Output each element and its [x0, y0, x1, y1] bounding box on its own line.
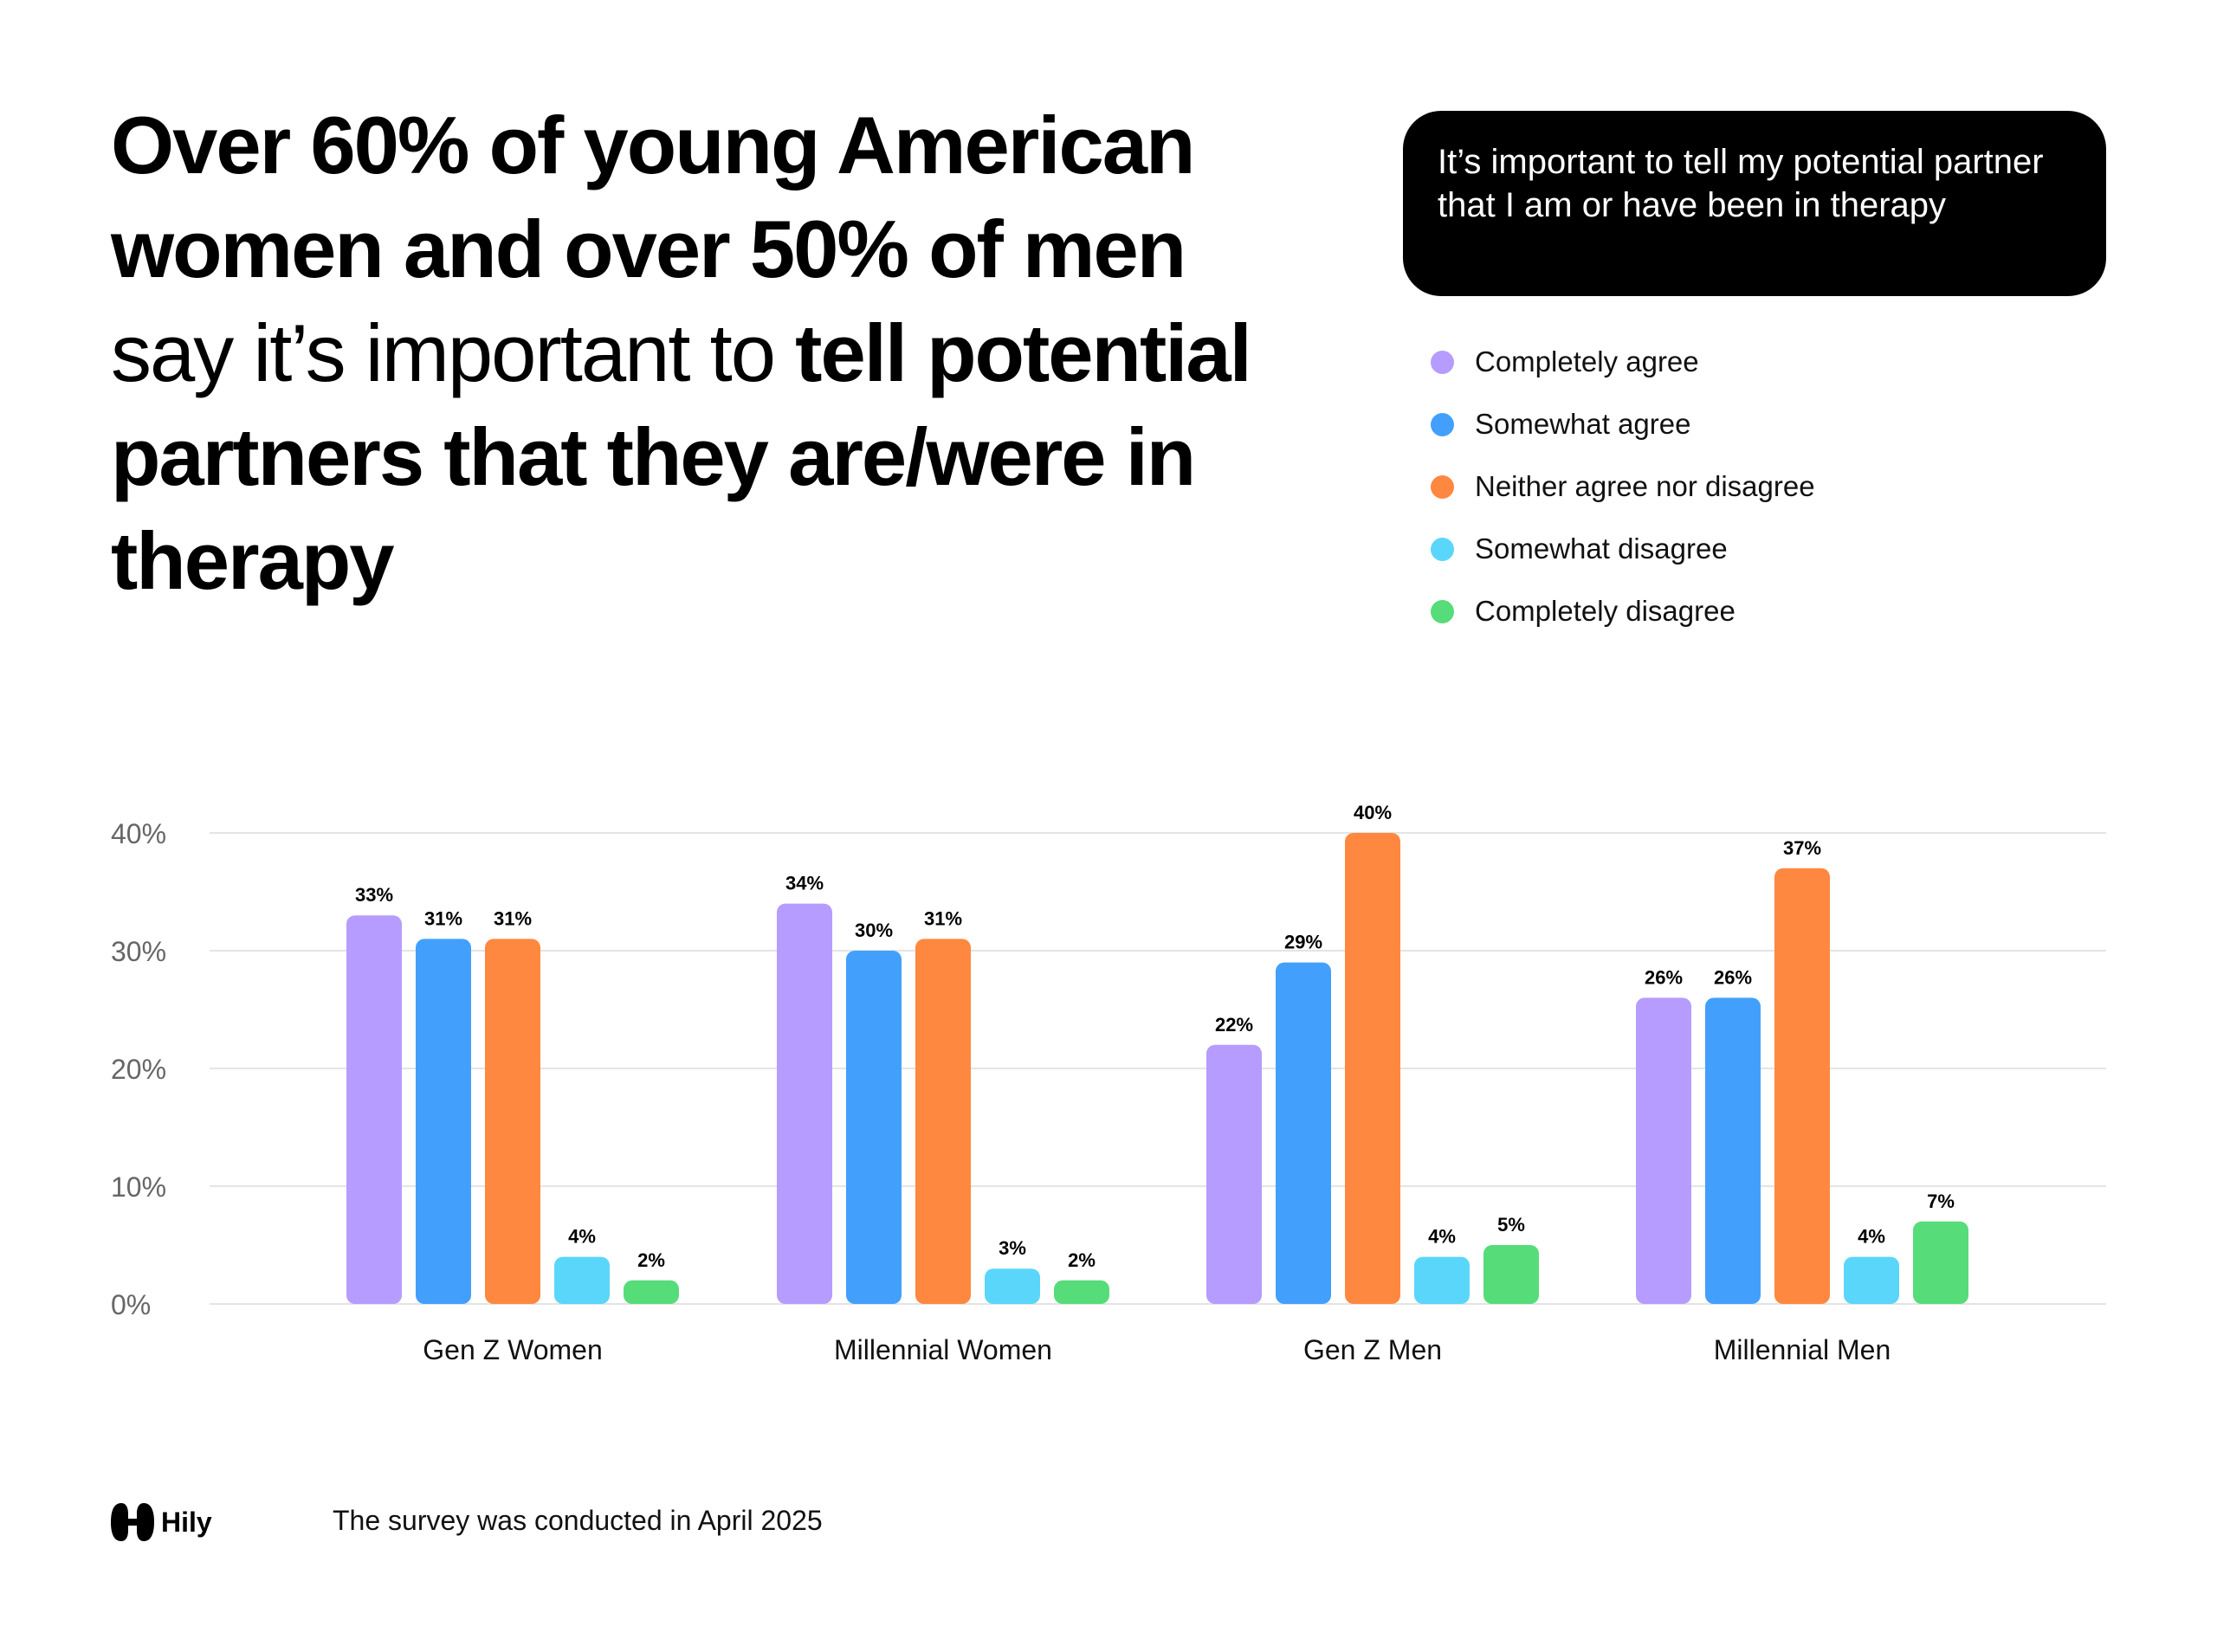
data-label: 3%	[999, 1237, 1026, 1259]
headline-regular-part: say it’s important to	[111, 307, 796, 398]
bar	[915, 939, 971, 1304]
y-tick-label: 20%	[111, 1054, 166, 1085]
legend-label: Completely disagree	[1475, 595, 1735, 627]
data-label: 37%	[1783, 837, 1821, 859]
bar	[1414, 1256, 1470, 1304]
data-label: 4%	[1858, 1226, 1885, 1248]
y-tick-label: 10%	[111, 1171, 166, 1203]
legend-swatch	[1431, 474, 1454, 499]
bar	[1636, 997, 1691, 1304]
bar	[346, 915, 402, 1304]
data-label: 34%	[785, 873, 824, 894]
legend-swatch	[1431, 412, 1454, 436]
data-label: 2%	[637, 1249, 665, 1271]
legend-swatch	[1431, 537, 1454, 561]
legend-label: Completely agree	[1475, 345, 1699, 378]
bar	[1483, 1245, 1539, 1304]
data-label: 40%	[1354, 802, 1392, 823]
bar	[416, 939, 471, 1304]
bar	[1913, 1221, 1968, 1304]
bar	[1705, 997, 1761, 1304]
bar	[1844, 1256, 1899, 1304]
chart-legend: Completely agree Somewhat agree Neither ag…	[1431, 331, 1815, 642]
headline-bold-tail: tell potential partners that they are/we…	[111, 307, 1252, 606]
legend-item: Somewhat agree	[1431, 393, 1815, 455]
data-label: 4%	[568, 1226, 596, 1248]
legend-item: Completely disagree	[1431, 580, 1815, 642]
y-tick-label: 0%	[111, 1289, 151, 1320]
data-label: 26%	[1714, 966, 1752, 988]
bar	[485, 939, 540, 1304]
legend-label: Somewhat disagree	[1475, 532, 1728, 565]
headline-bold-part: Over 60% of young American women and ove…	[111, 100, 1195, 294]
data-label: 4%	[1428, 1226, 1456, 1248]
survey-question-box: It’s important to tell my potential part…	[1403, 111, 2106, 296]
bar	[554, 1256, 610, 1304]
bar	[777, 903, 832, 1304]
data-label: 7%	[1927, 1191, 1955, 1212]
page-title: Over 60% of young American women and ove…	[111, 94, 1323, 613]
data-label: 31%	[424, 907, 462, 929]
bar	[1276, 962, 1331, 1304]
data-label: 22%	[1215, 1014, 1253, 1036]
legend-swatch	[1431, 350, 1454, 374]
data-label: 29%	[1284, 932, 1322, 953]
logo-text: Hily	[161, 1506, 212, 1538]
category-label: Gen Z Men	[1303, 1334, 1442, 1365]
data-label: 30%	[855, 920, 893, 941]
data-label: 33%	[355, 884, 393, 906]
data-label: 31%	[924, 907, 962, 929]
legend-label: Neither agree nor disagree	[1475, 470, 1815, 502]
category-label: Gen Z Women	[423, 1334, 602, 1365]
legend-item: Neither agree nor disagree	[1431, 455, 1815, 518]
bar	[624, 1280, 679, 1304]
category-label: Millennial Women	[834, 1334, 1052, 1365]
legend-item: Somewhat disagree	[1431, 518, 1815, 580]
legend-swatch	[1431, 599, 1454, 623]
data-label: 5%	[1497, 1214, 1525, 1236]
survey-question: It’s important to tell my potential part…	[1438, 143, 2044, 224]
data-label: 26%	[1645, 966, 1683, 988]
hily-logo-icon	[111, 1503, 154, 1541]
data-label: 31%	[494, 907, 532, 929]
y-tick-label: 30%	[111, 936, 166, 967]
bar	[1345, 833, 1400, 1304]
y-tick-label: 40%	[111, 818, 166, 849]
footer: Hily	[111, 1496, 212, 1548]
bar	[1206, 1044, 1262, 1304]
bar	[985, 1268, 1040, 1304]
data-label: 2%	[1068, 1249, 1096, 1271]
bar	[1054, 1280, 1109, 1304]
category-label: Millennial Men	[1714, 1334, 1891, 1365]
legend-item: Completely agree	[1431, 331, 1815, 393]
legend-label: Somewhat agree	[1475, 408, 1691, 440]
hily-logo: Hily	[111, 1501, 212, 1543]
survey-date-note: The survey was conducted in April 2025	[333, 1505, 823, 1536]
bar	[846, 951, 902, 1304]
bar	[1774, 868, 1830, 1304]
